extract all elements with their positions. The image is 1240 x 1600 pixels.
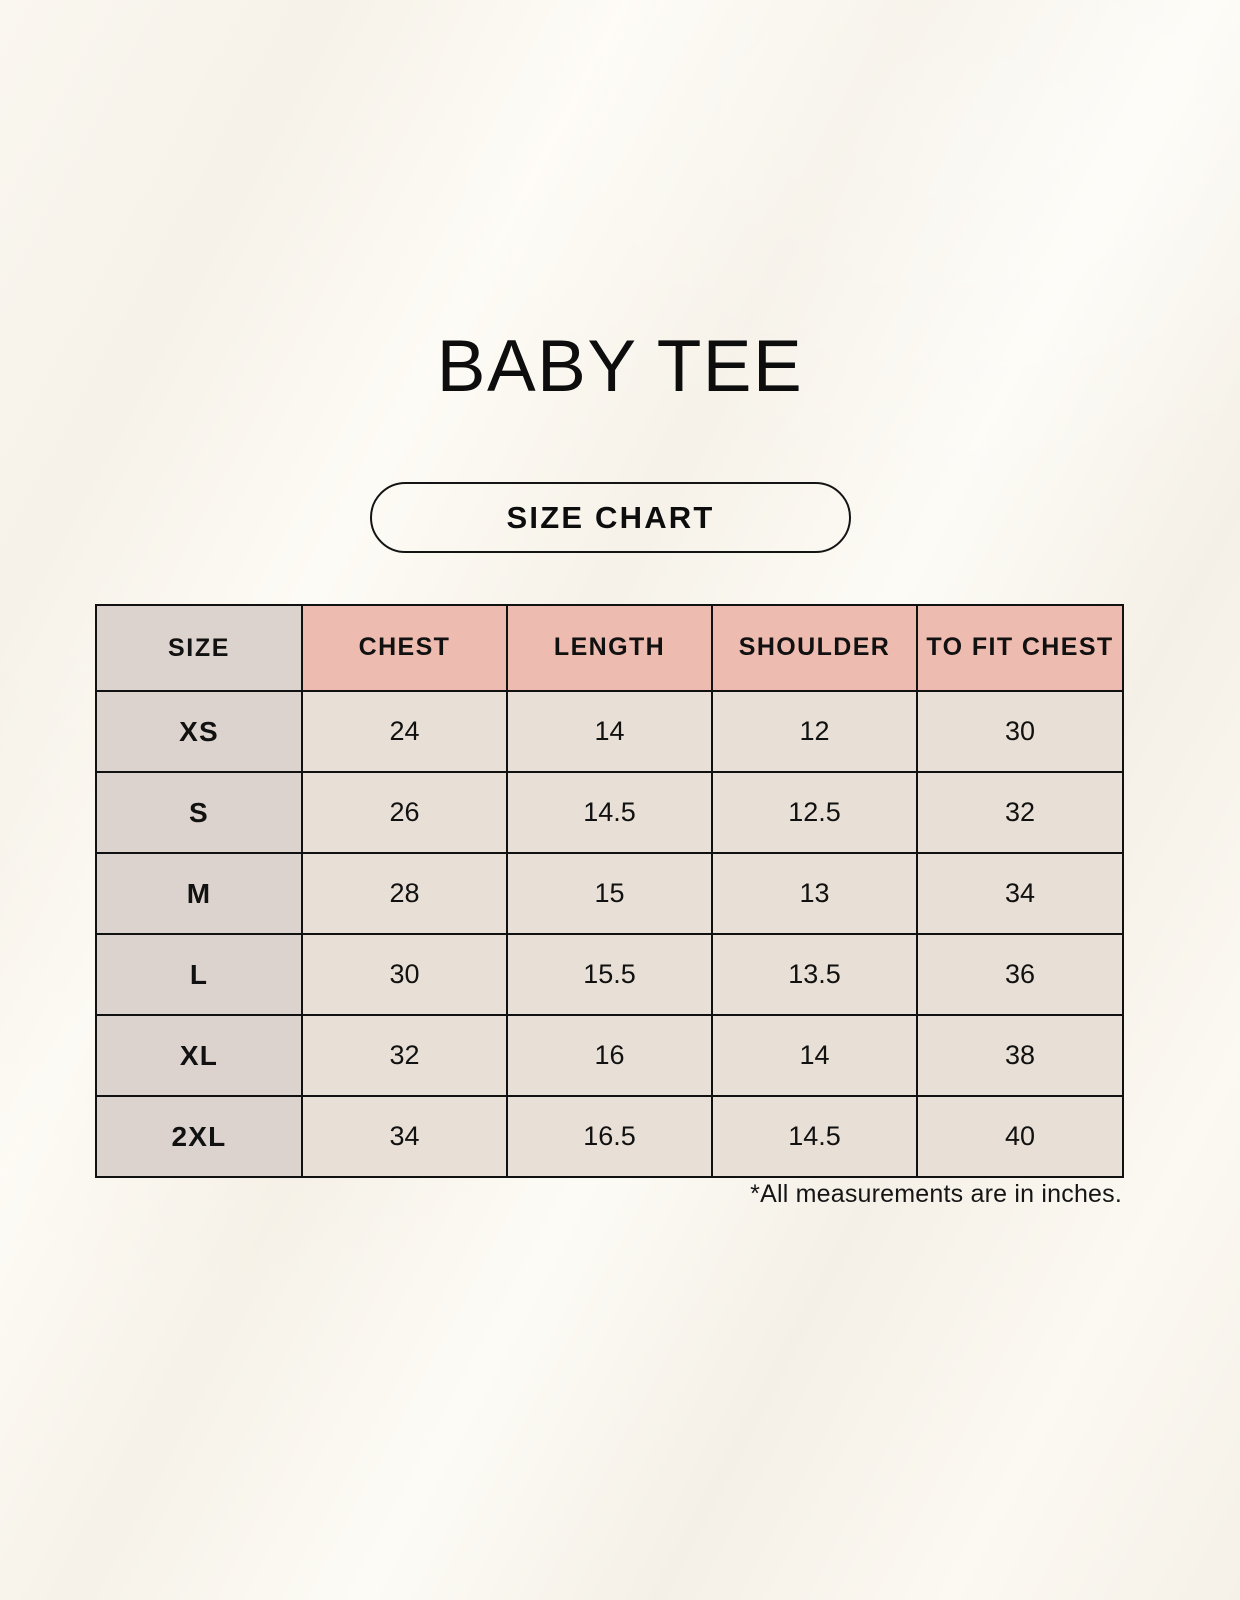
cell-length: 14.5 [506,771,713,854]
cell-size: XS [95,690,303,773]
cell-shoulder: 13.5 [711,933,918,1016]
cell-chest: 32 [301,1014,508,1097]
size-chart-badge: SIZE CHART [370,482,851,553]
table-row: XL 32 16 14 38 [95,1014,1124,1097]
cell-length: 16 [506,1014,713,1097]
cell-to-fit-chest: 40 [916,1095,1124,1178]
column-header-to-fit-chest: TO FIT CHEST [916,604,1124,692]
table-row: 2XL 34 16.5 14.5 40 [95,1095,1124,1178]
cell-size: L [95,933,303,1016]
column-header-length: LENGTH [506,604,713,692]
measurement-units-note: *All measurements are in inches. [750,1180,1122,1208]
cell-chest: 30 [301,933,508,1016]
table-row: XS 24 14 12 30 [95,690,1124,773]
cell-shoulder: 12.5 [711,771,918,854]
cell-to-fit-chest: 34 [916,852,1124,935]
table-row: L 30 15.5 13.5 36 [95,933,1124,1016]
table-row: M 28 15 13 34 [95,852,1124,935]
column-header-size: SIZE [95,604,303,692]
table-header-row: SIZE CHEST LENGTH SHOULDER TO FIT CHEST [95,604,1124,692]
cell-shoulder: 13 [711,852,918,935]
cell-chest: 28 [301,852,508,935]
column-header-chest: CHEST [301,604,508,692]
cell-to-fit-chest: 30 [916,690,1124,773]
size-table: SIZE CHEST LENGTH SHOULDER TO FIT CHEST … [95,604,1124,1178]
cell-size: M [95,852,303,935]
cell-shoulder: 12 [711,690,918,773]
size-table-head: SIZE CHEST LENGTH SHOULDER TO FIT CHEST [95,604,1124,692]
cell-to-fit-chest: 36 [916,933,1124,1016]
cell-shoulder: 14.5 [711,1095,918,1178]
size-table-body: XS 24 14 12 30 S 26 14.5 12.5 32 M 28 15 13 34 L 30 15.5 1… [95,690,1124,1178]
cell-length: 16.5 [506,1095,713,1178]
cell-to-fit-chest: 32 [916,771,1124,854]
cell-size: S [95,771,303,854]
cell-length: 14 [506,690,713,773]
cell-shoulder: 14 [711,1014,918,1097]
size-table-container: SIZE CHEST LENGTH SHOULDER TO FIT CHEST … [95,604,1124,1178]
size-chart-badge-label: SIZE CHART [506,499,715,535]
table-row: S 26 14.5 12.5 32 [95,771,1124,854]
cell-length: 15.5 [506,933,713,1016]
cell-chest: 24 [301,690,508,773]
cell-size: XL [95,1014,303,1097]
page-title: BABY TEE [436,326,804,407]
cell-chest: 26 [301,771,508,854]
cell-chest: 34 [301,1095,508,1178]
cell-to-fit-chest: 38 [916,1014,1124,1097]
column-header-shoulder: SHOULDER [711,604,918,692]
cell-size: 2XL [95,1095,303,1178]
cell-length: 15 [506,852,713,935]
